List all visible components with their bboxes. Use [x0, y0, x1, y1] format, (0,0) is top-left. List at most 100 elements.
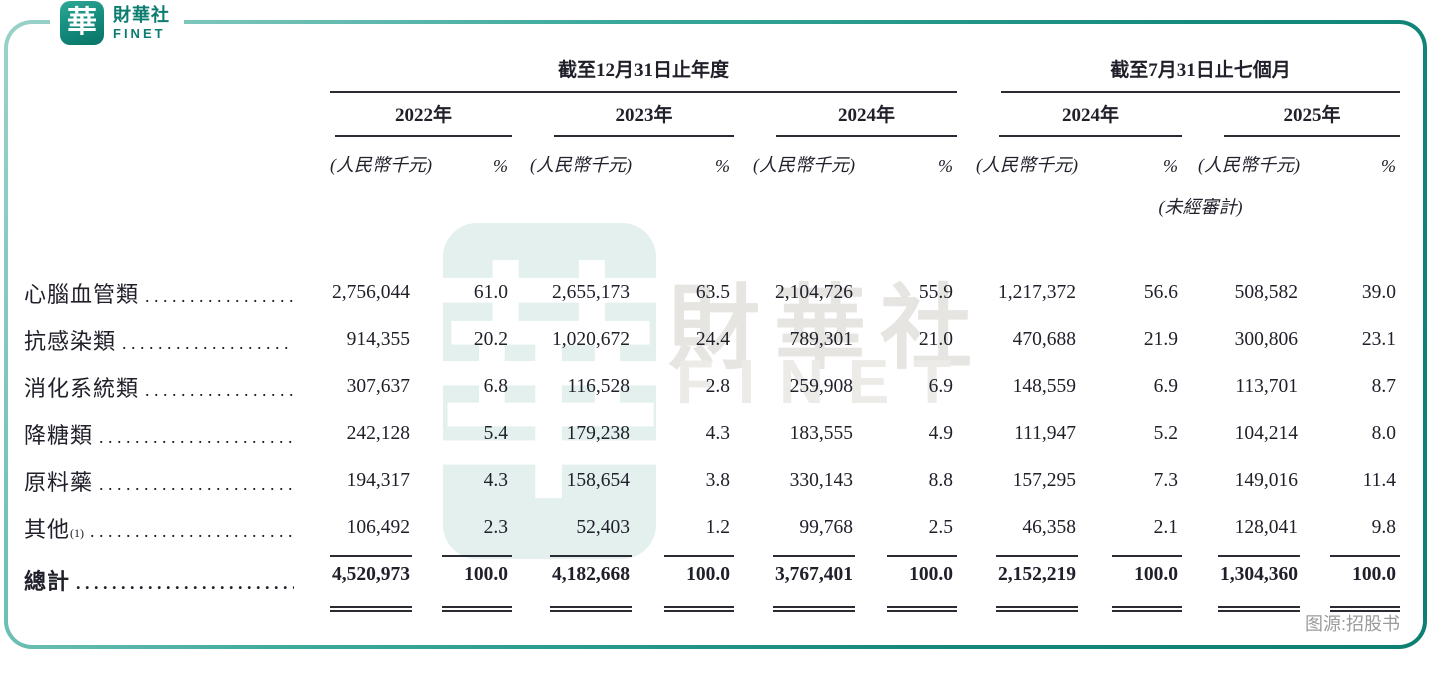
- percent-cell: 39.0: [1361, 281, 1397, 303]
- percent-cell: 100.0: [686, 564, 730, 585]
- dot-leader: [84, 521, 294, 542]
- percent-label: %: [1163, 156, 1179, 176]
- value-cell: 113,701: [1235, 375, 1299, 397]
- revenue-table: 截至12月31日止年度 截至7月31日止七個月 2022年 2023年 2024…: [24, 55, 1401, 615]
- row-label-text: 抗感染類: [24, 328, 117, 354]
- empty-cell: [24, 225, 1400, 269]
- row-label-text: 其他: [24, 516, 71, 542]
- value-cell: 46,358: [1022, 516, 1077, 538]
- row-label-cell: 消化系統類: [24, 363, 330, 410]
- percent-cell: 20.2: [473, 328, 508, 350]
- empty-cell: [24, 137, 330, 179]
- empty-cell: [24, 93, 330, 137]
- rule-cell: [1300, 551, 1401, 561]
- year-header-2024-7m: 2024年: [957, 93, 1183, 137]
- row-label: 原料藥: [24, 465, 330, 497]
- rule-cell: [1182, 551, 1301, 561]
- percent-cell: 4.9: [928, 422, 954, 444]
- unit-label: (人民幣千元): [530, 155, 632, 175]
- value-cell: 307,637: [346, 375, 410, 397]
- value-cell: 242,128: [346, 422, 410, 444]
- value-cell: 157,295: [1012, 469, 1077, 491]
- percent-cell: 6.9: [928, 375, 954, 397]
- unit-label: (人民幣千元): [753, 155, 855, 175]
- value-cell: 2,104,726: [775, 281, 853, 303]
- percent-cell: 24.4: [695, 328, 730, 350]
- revenue-breakdown-table: 截至12月31日止年度 截至7月31日止七個月 2022年 2023年 2024…: [24, 55, 1401, 615]
- row-label: 其他 (1): [24, 512, 330, 544]
- value-cell: 128,041: [1234, 516, 1299, 538]
- percent-label: %: [1381, 156, 1397, 176]
- dot-leader: [93, 427, 294, 448]
- percent-cell: 61.0: [473, 281, 508, 303]
- subtotal-rule-row: [24, 551, 1401, 561]
- subtotal-rule: [1218, 555, 1301, 557]
- percent-cell: 100.0: [909, 564, 954, 585]
- double-rule: [1330, 606, 1401, 612]
- rule-cell: [330, 603, 412, 615]
- value-cell: 149,016: [1234, 469, 1299, 491]
- value-cell: 789,301: [789, 328, 853, 350]
- percent-cell: 8.8: [928, 469, 954, 491]
- percent-cell: 21.9: [1143, 328, 1179, 350]
- subtotal-rule: [887, 555, 958, 557]
- rule-cell: [1300, 603, 1401, 615]
- year-header-2022: 2022年: [330, 93, 512, 137]
- total-row: 總計 4,520,973 100.0 4,182,668 100.0 3,767,401 1…: [24, 561, 1400, 603]
- logo-name-zh: 財華社: [113, 5, 170, 25]
- row-label-text: 消化系統類: [24, 375, 140, 401]
- double-rule: [664, 606, 734, 612]
- value-cell: 194,317: [346, 469, 410, 491]
- double-rule: [773, 606, 855, 612]
- rule-cell: [1182, 603, 1301, 615]
- row-label-cell: 心腦血管類: [24, 269, 330, 316]
- unit-header-row: (人民幣千元) % (人民幣千元) % (人民幣千元) % (人民幣千元) % …: [24, 137, 1400, 179]
- percent-cell: 2.8: [705, 375, 730, 397]
- row-label-cell: 總計: [24, 561, 330, 603]
- year-header-2025: 2025年: [1182, 93, 1401, 137]
- watermark-seal-icon: 華: [443, 223, 656, 559]
- value-cell: 3,767,401: [775, 564, 853, 585]
- empty-cell: [24, 179, 957, 225]
- percent-cell: 3.8: [705, 469, 730, 491]
- rule-cell: [512, 603, 632, 615]
- subtotal-rule: [1330, 555, 1401, 557]
- percent-cell: 100.0: [1352, 564, 1397, 585]
- value-cell: 158,654: [566, 469, 630, 491]
- dot-leader: [139, 380, 294, 401]
- double-rule: [330, 606, 412, 612]
- row-label-text: 原料藥: [24, 469, 94, 495]
- year-header-2024: 2024年: [734, 93, 958, 137]
- subtotal-rule: [550, 555, 632, 557]
- percent-cell: 1.2: [705, 516, 730, 538]
- row-label-text: 降糖類: [24, 422, 94, 448]
- rule-cell: [632, 551, 734, 561]
- percent-cell: 6.9: [1153, 375, 1179, 397]
- percent-cell: 100.0: [464, 564, 508, 585]
- value-cell: 52,403: [576, 516, 630, 538]
- percent-cell: 2.1: [1153, 516, 1179, 538]
- row-label: 消化系統類: [24, 371, 330, 403]
- percent-cell: 56.6: [1143, 281, 1179, 303]
- double-rule: [996, 606, 1079, 612]
- percent-cell: 6.8: [483, 375, 508, 397]
- value-cell: 300,806: [1234, 328, 1299, 350]
- value-cell: 4,520,973: [332, 564, 410, 585]
- double-rule: [442, 606, 512, 612]
- value-cell: 148,559: [1012, 375, 1077, 397]
- rule-cell: [855, 551, 958, 561]
- rule-cell: [1078, 603, 1183, 615]
- dot-leader: [93, 474, 294, 495]
- percent-cell: 4.3: [483, 469, 508, 491]
- percent-cell: 100.0: [1134, 564, 1179, 585]
- subtotal-rule: [664, 555, 734, 557]
- percent-cell: 5.4: [483, 422, 508, 444]
- unaudited-label: (未經審計): [1158, 197, 1243, 217]
- row-label-cell: 其他 (1): [24, 504, 330, 551]
- unit-label: (人民幣千元): [976, 155, 1079, 175]
- value-cell: 99,768: [799, 516, 853, 538]
- double-rule: [1218, 606, 1301, 612]
- subtotal-rule: [330, 555, 412, 557]
- row-label: 抗感染類: [24, 324, 330, 356]
